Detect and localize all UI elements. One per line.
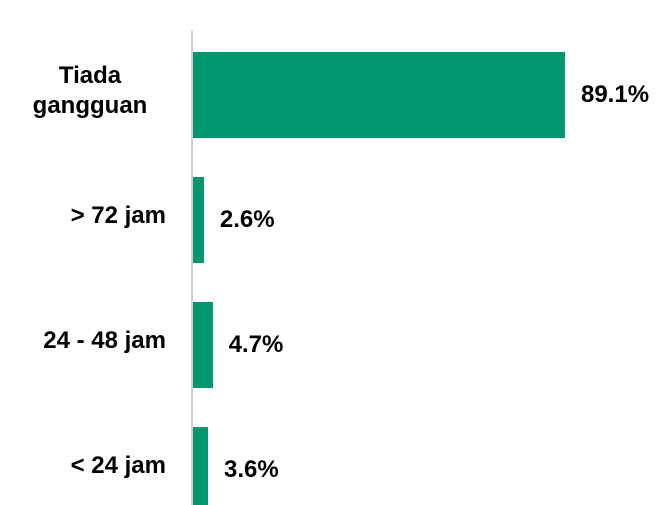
category-text: < 24 jam — [70, 451, 166, 479]
bar — [193, 51, 565, 138]
bar — [193, 301, 213, 388]
category-text: > 72 jam — [70, 201, 166, 229]
category-text: 24 - 48 jam — [43, 326, 166, 354]
category-text: Tiada gangguan — [32, 61, 148, 119]
value-label: 2.6% — [219, 205, 275, 233]
value-label: 4.7% — [228, 330, 284, 358]
value-label: 89.1% — [580, 80, 650, 108]
category-label: 24 - 48 jam — [0, 301, 166, 381]
category-label: Tiada gangguan — [0, 51, 166, 131]
bar — [193, 176, 204, 263]
category-label: < 24 jam — [0, 426, 166, 505]
bar — [193, 426, 209, 505]
category-label: > 72 jam — [0, 176, 166, 256]
category-axis — [191, 30, 193, 505]
value-label: 3.6% — [224, 455, 279, 483]
